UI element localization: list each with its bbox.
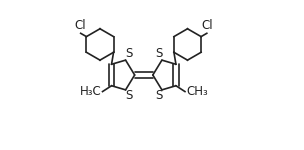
Text: CH₃: CH₃: [186, 85, 208, 98]
Text: Cl: Cl: [75, 19, 87, 32]
Text: S: S: [125, 47, 132, 60]
Text: S: S: [125, 89, 132, 102]
Text: S: S: [155, 89, 163, 102]
Text: H₃C: H₃C: [79, 85, 101, 98]
Text: Cl: Cl: [201, 19, 212, 32]
Text: S: S: [155, 47, 163, 60]
